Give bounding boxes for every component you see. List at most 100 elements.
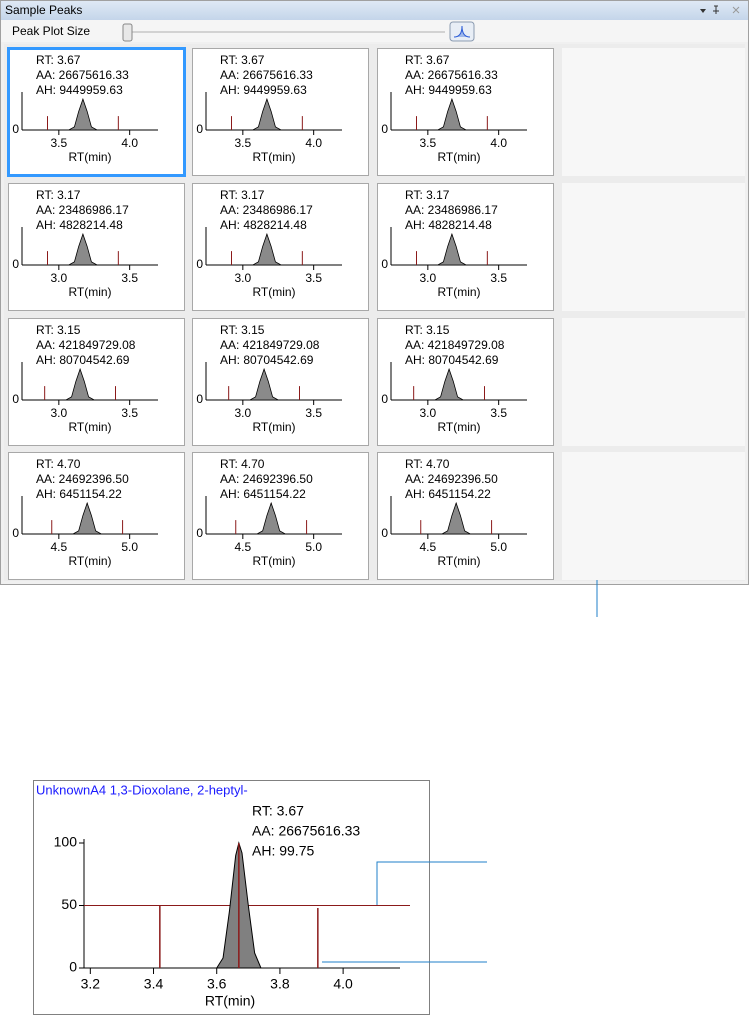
x-tick-label: 3.5 bbox=[121, 406, 138, 420]
thumbnail-frame bbox=[377, 452, 554, 580]
peak-aa: AA: 23486986.17 bbox=[36, 203, 129, 217]
peak-ah: AH: 6451154.22 bbox=[405, 487, 491, 501]
chart-title: UnknownA4 1,3-Dioxolane, 2-heptyl- bbox=[36, 782, 248, 797]
y-tick-label: 0 bbox=[12, 526, 19, 540]
annotation: AH: 99.75 bbox=[252, 843, 314, 859]
x-tick-label: 3.8 bbox=[270, 976, 290, 992]
peak-aa: AA: 26675616.33 bbox=[220, 68, 313, 82]
peak-aa: AA: 26675616.33 bbox=[36, 68, 129, 82]
peak-rt: RT: 3.15 bbox=[36, 323, 81, 337]
peak-area bbox=[441, 501, 471, 535]
x-tick-label: 3.4 bbox=[144, 976, 164, 992]
x-axis-label: RT(min) bbox=[252, 420, 295, 434]
peak-rt: RT: 3.15 bbox=[220, 323, 265, 337]
thumbnail-frame bbox=[192, 183, 369, 311]
peak-ah: AH: 4828214.48 bbox=[405, 218, 492, 232]
x-axis-label: RT(min) bbox=[68, 420, 111, 434]
peak-ah: AH: 9449959.63 bbox=[405, 83, 492, 97]
x-tick-label: 3.5 bbox=[490, 406, 507, 420]
peak-rt: RT: 3.15 bbox=[405, 323, 450, 337]
x-tick-label: 3.5 bbox=[50, 136, 67, 150]
peak-rt: RT: 3.67 bbox=[405, 53, 450, 67]
panel-title: Sample Peaks bbox=[5, 3, 82, 17]
peak-aa: AA: 24692396.50 bbox=[36, 472, 129, 486]
x-tick-label: 4.5 bbox=[50, 540, 67, 554]
peak-area bbox=[256, 501, 286, 535]
peak-rt: RT: 3.17 bbox=[405, 188, 450, 202]
x-tick-label: 4.5 bbox=[234, 540, 251, 554]
toolbar-label: Peak Plot Size bbox=[12, 24, 90, 38]
peak-area bbox=[252, 97, 282, 131]
peak-ah: AH: 6451154.22 bbox=[36, 487, 122, 501]
x-tick-label: 4.0 bbox=[305, 136, 322, 150]
peak-rt: RT: 3.17 bbox=[220, 188, 265, 202]
peak-area bbox=[252, 232, 282, 266]
x-tick-label: 4.0 bbox=[333, 976, 353, 992]
peak-area bbox=[437, 97, 467, 131]
peak-ah: AH: 80704542.69 bbox=[220, 353, 314, 367]
x-tick-label: 3.2 bbox=[81, 976, 101, 992]
callout-lines bbox=[322, 861, 487, 963]
empty-cell bbox=[562, 48, 745, 176]
x-tick-label: 3.5 bbox=[305, 271, 322, 285]
peak-area bbox=[249, 367, 279, 401]
pin-button[interactable] bbox=[713, 5, 719, 14]
empty-cell bbox=[562, 452, 745, 580]
x-tick-label: 3.0 bbox=[234, 406, 251, 420]
x-axis-label: RT(min) bbox=[437, 285, 480, 299]
x-axis-label: RT(min) bbox=[252, 150, 295, 164]
peak-ah: AH: 4828214.48 bbox=[36, 218, 123, 232]
thumbnail-frame bbox=[8, 318, 185, 446]
thumbnail-frame bbox=[7, 47, 186, 177]
y-tick-label: 0 bbox=[12, 122, 19, 136]
peak-ah: AH: 4828214.48 bbox=[220, 218, 307, 232]
x-axis-label: RT(min) bbox=[437, 554, 480, 568]
x-axis-label: RT(min) bbox=[252, 285, 295, 299]
y-tick-label: 0 bbox=[196, 122, 203, 136]
peak-area bbox=[434, 367, 464, 401]
y-tick-label: 0 bbox=[69, 959, 77, 975]
annotation: RT: 3.67 bbox=[252, 803, 304, 819]
empty-cell bbox=[562, 183, 745, 311]
x-axis-label: RT(min) bbox=[437, 420, 480, 434]
annotation: AA: 26675616.33 bbox=[252, 823, 360, 839]
x-axis-label: RT(min) bbox=[205, 993, 255, 1009]
empty-cell bbox=[562, 318, 745, 446]
thumbnail-frame bbox=[8, 183, 185, 311]
thumbnail-frame bbox=[192, 452, 369, 580]
x-tick-label: 4.0 bbox=[490, 136, 507, 150]
title-bar bbox=[1, 1, 748, 20]
toolbar bbox=[1, 20, 748, 42]
plot-button-icon bbox=[453, 25, 471, 38]
close-button[interactable] bbox=[732, 6, 740, 14]
x-tick-label: 4.5 bbox=[419, 540, 436, 554]
thumbnail-frame bbox=[192, 318, 369, 446]
peak-rt: RT: 4.70 bbox=[220, 457, 265, 471]
x-tick-label: 3.5 bbox=[234, 136, 251, 150]
y-tick-label: 0 bbox=[381, 122, 388, 136]
thumbnail-frame bbox=[377, 48, 554, 176]
x-tick-label: 3.5 bbox=[490, 271, 507, 285]
x-tick-label: 5.0 bbox=[121, 540, 138, 554]
x-tick-label: 4.0 bbox=[121, 136, 138, 150]
peak-ah: AH: 9449959.63 bbox=[220, 83, 307, 97]
y-tick-label: 0 bbox=[196, 257, 203, 271]
dropdown-button[interactable] bbox=[700, 9, 706, 13]
y-tick-label: 0 bbox=[381, 526, 388, 540]
thumbnail-frame bbox=[377, 183, 554, 311]
y-tick-label: 0 bbox=[196, 392, 203, 406]
slider-thumb[interactable] bbox=[122, 23, 133, 42]
x-axis-label: RT(min) bbox=[68, 150, 111, 164]
